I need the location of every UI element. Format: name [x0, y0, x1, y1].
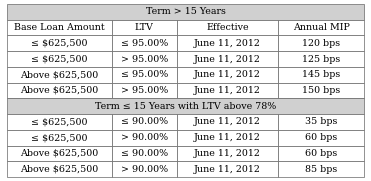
Text: LTV: LTV [135, 23, 154, 32]
Text: June 11, 2012: June 11, 2012 [194, 133, 261, 142]
Text: ≤ 90.00%: ≤ 90.00% [121, 117, 168, 127]
Text: Term ≤ 15 Years with LTV above 78%: Term ≤ 15 Years with LTV above 78% [95, 102, 276, 111]
Bar [177, 67, 279, 83]
Bar [7, 161, 112, 177]
Bar [177, 130, 279, 146]
Text: 85 bps: 85 bps [305, 165, 338, 174]
Text: 150 bps: 150 bps [302, 86, 341, 95]
Text: ≤ 90.00%: ≤ 90.00% [121, 149, 168, 158]
Bar [177, 146, 279, 161]
Bar [279, 130, 364, 146]
Text: Above $625,500: Above $625,500 [20, 86, 99, 95]
Bar [112, 161, 177, 177]
Bar [112, 114, 177, 130]
Text: June 11, 2012: June 11, 2012 [194, 117, 261, 127]
Text: 125 bps: 125 bps [302, 54, 341, 64]
Text: 145 bps: 145 bps [302, 70, 341, 79]
Bar [7, 83, 112, 98]
Bar [177, 35, 279, 51]
Bar [279, 146, 364, 161]
Text: Term > 15 Years: Term > 15 Years [145, 7, 226, 16]
Text: > 95.00%: > 95.00% [121, 86, 168, 95]
Text: 35 bps: 35 bps [305, 117, 338, 127]
Bar [112, 20, 177, 35]
Text: June 11, 2012: June 11, 2012 [194, 70, 261, 79]
Text: Base Loan Amount: Base Loan Amount [14, 23, 105, 32]
Text: June 11, 2012: June 11, 2012 [194, 165, 261, 174]
Bar [7, 130, 112, 146]
Text: 120 bps: 120 bps [302, 39, 341, 48]
Bar [279, 35, 364, 51]
Text: Above $625,500: Above $625,500 [20, 70, 99, 79]
Bar [112, 35, 177, 51]
Bar [279, 83, 364, 98]
Bar [7, 146, 112, 161]
Bar [279, 20, 364, 35]
Text: June 11, 2012: June 11, 2012 [194, 54, 261, 64]
Bar [112, 51, 177, 67]
Text: Above $625,500: Above $625,500 [20, 149, 99, 158]
Text: June 11, 2012: June 11, 2012 [194, 39, 261, 48]
Bar [279, 114, 364, 130]
Bar [112, 83, 177, 98]
Bar [7, 4, 364, 20]
Bar [279, 51, 364, 67]
Bar [177, 51, 279, 67]
Text: ≤ $625,500: ≤ $625,500 [31, 117, 88, 127]
Bar [177, 83, 279, 98]
Text: 60 bps: 60 bps [305, 149, 338, 158]
Text: June 11, 2012: June 11, 2012 [194, 149, 261, 158]
Bar [279, 67, 364, 83]
Text: ≤ $625,500: ≤ $625,500 [31, 54, 88, 64]
Text: > 95.00%: > 95.00% [121, 54, 168, 64]
Bar [7, 20, 112, 35]
Bar [177, 161, 279, 177]
Text: Above $625,500: Above $625,500 [20, 165, 99, 174]
Text: > 90.00%: > 90.00% [121, 133, 168, 142]
Text: Annual MIP: Annual MIP [293, 23, 350, 32]
Text: > 90.00%: > 90.00% [121, 165, 168, 174]
Text: ≤ $625,500: ≤ $625,500 [31, 133, 88, 142]
Bar [7, 51, 112, 67]
Bar [177, 20, 279, 35]
Text: ≤ 95.00%: ≤ 95.00% [121, 39, 168, 48]
Text: ≤ 95.00%: ≤ 95.00% [121, 70, 168, 79]
Text: 60 bps: 60 bps [305, 133, 338, 142]
Bar [279, 161, 364, 177]
Bar [7, 67, 112, 83]
Text: ≤ $625,500: ≤ $625,500 [31, 39, 88, 48]
Bar [112, 67, 177, 83]
Text: June 11, 2012: June 11, 2012 [194, 86, 261, 95]
Bar [112, 146, 177, 161]
Bar [112, 130, 177, 146]
Bar [7, 35, 112, 51]
Bar [7, 114, 112, 130]
Bar [7, 98, 364, 114]
Bar [177, 114, 279, 130]
Text: Effective: Effective [206, 23, 249, 32]
